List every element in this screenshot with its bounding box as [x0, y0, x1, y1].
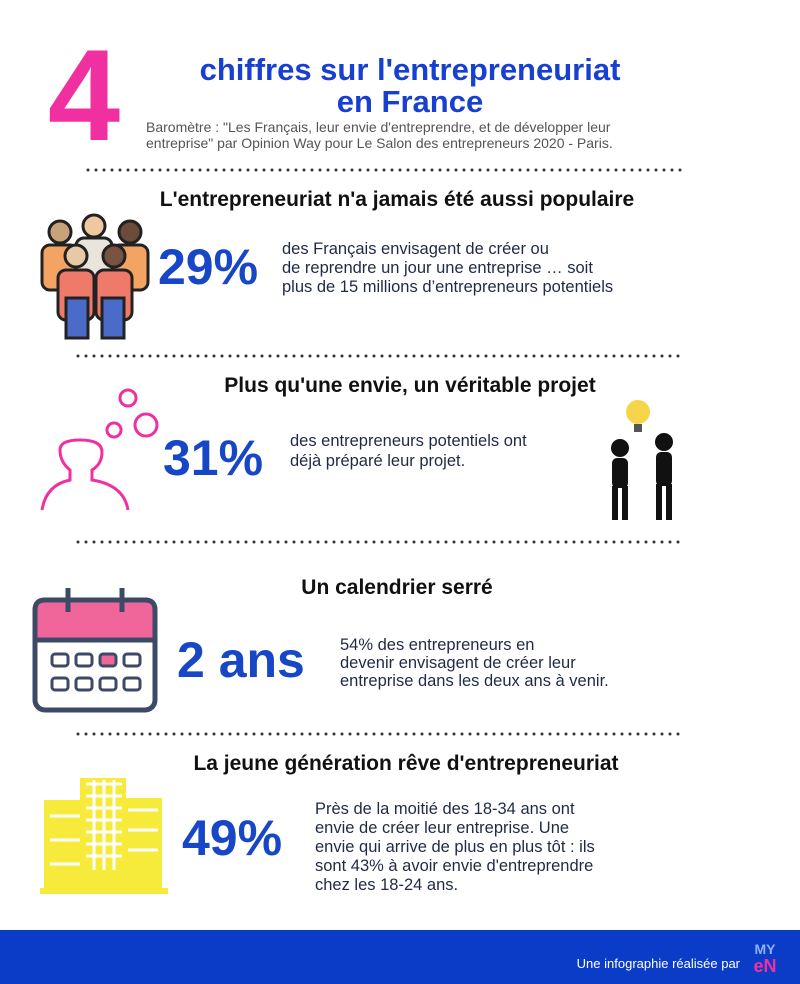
heading: Plus qu'une envie, un véritable projet: [224, 374, 595, 397]
subtitle: entreprise" par Opinion Way pour Le Salo…: [146, 135, 613, 151]
text: plus de 15 millions d’entrepreneurs pote…: [282, 278, 613, 296]
text: chez les 18-24 ans.: [315, 876, 458, 894]
heading: L'entrepreneuriat n'a jamais été aussi p…: [160, 188, 634, 211]
credit: Une infographie réalisée par: [577, 956, 741, 971]
stat: 2 ans: [177, 632, 305, 688]
stat: 29%: [158, 239, 258, 295]
thinkers-icon: [611, 400, 673, 520]
text: sont 43% à avoir envie d'entreprendre: [315, 857, 593, 875]
title: chiffres sur l'entrepreneuriat: [200, 52, 621, 87]
text: devenir envisagent de créer leur: [340, 654, 576, 672]
heading: La jeune génération rêve d'entrepreneuri…: [193, 752, 618, 775]
big-number: 4: [48, 22, 120, 168]
stat: 31%: [163, 430, 263, 486]
stat: 49%: [182, 810, 282, 866]
text: entreprise dans les deux ans à venir.: [340, 672, 609, 690]
subtitle: Baromètre : "Les Français, leur envie d'…: [146, 119, 611, 135]
people-icon: [40, 213, 150, 340]
logo: MY: [755, 941, 777, 957]
heading: Un calendrier serré: [301, 576, 492, 599]
buildings-icon: [40, 778, 168, 894]
text: envie qui arrive de plus en plus tôt : i…: [315, 838, 595, 856]
title: en France: [337, 84, 483, 119]
text: des Français envisagent de créer ou: [282, 240, 549, 258]
head-gears-icon: [40, 388, 159, 511]
text: déjà préparé leur projet.: [290, 452, 465, 470]
text: Près de la moitié des 18-34 ans ont: [315, 800, 575, 818]
text: des entrepreneurs potentiels ont: [290, 432, 527, 450]
text: de reprendre un jour une entreprise … so…: [282, 259, 593, 277]
text: envie de créer leur entreprise. Une: [315, 819, 569, 837]
separators: [76, 168, 688, 736]
calendar-icon: [32, 588, 158, 713]
text: 54% des entrepreneurs en: [340, 636, 534, 654]
footer-band: [0, 930, 800, 984]
logo: eN: [753, 956, 776, 976]
